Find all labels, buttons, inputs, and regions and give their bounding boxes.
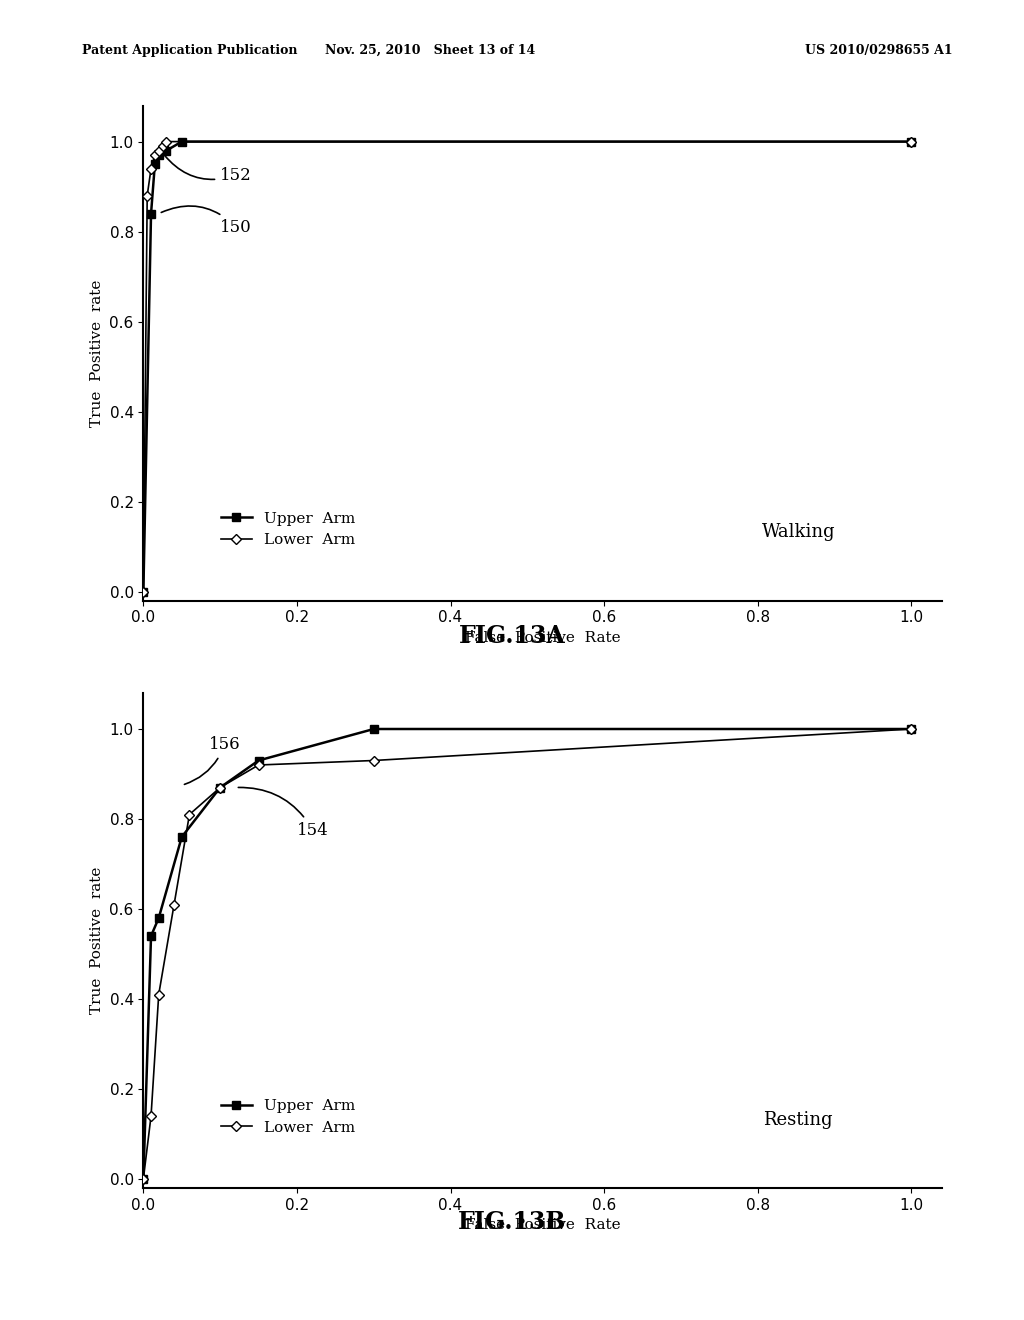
X-axis label: False  Positive  Rate: False Positive Rate (465, 631, 621, 645)
Text: Resting: Resting (764, 1110, 834, 1129)
Legend: Upper  Arm, Lower  Arm: Upper Arm, Lower Arm (215, 1093, 361, 1140)
Text: FIG.13A: FIG.13A (459, 624, 565, 648)
Text: 152: 152 (164, 154, 252, 183)
X-axis label: False  Positive  Rate: False Positive Rate (465, 1218, 621, 1233)
Text: FIG.13B: FIG.13B (458, 1210, 566, 1234)
Text: 156: 156 (184, 737, 241, 784)
Y-axis label: True  Positive  rate: True Positive rate (90, 867, 103, 1014)
Text: 154: 154 (239, 788, 329, 838)
Legend: Upper  Arm, Lower  Arm: Upper Arm, Lower Arm (215, 506, 361, 553)
Text: 150: 150 (161, 206, 252, 235)
Text: Walking: Walking (762, 523, 836, 541)
Text: US 2010/0298655 A1: US 2010/0298655 A1 (805, 44, 952, 57)
Text: Nov. 25, 2010   Sheet 13 of 14: Nov. 25, 2010 Sheet 13 of 14 (325, 44, 536, 57)
Y-axis label: True  Positive  rate: True Positive rate (90, 280, 103, 426)
Text: Patent Application Publication: Patent Application Publication (82, 44, 297, 57)
